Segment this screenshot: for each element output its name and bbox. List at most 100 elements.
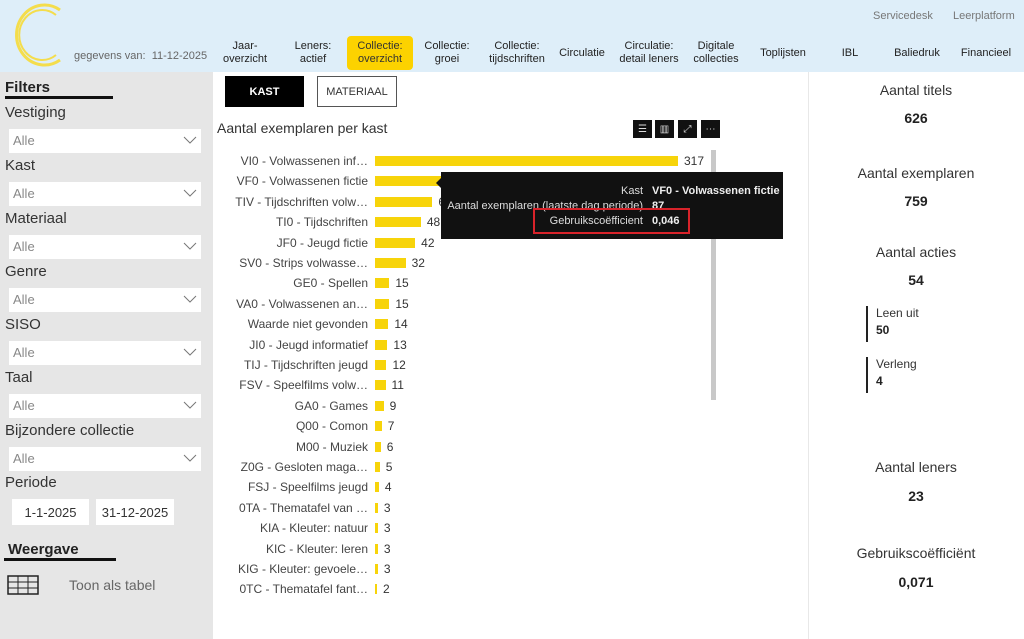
nav-tab[interactable]: Toplijsten [760,46,806,59]
data-label: 9 [389,398,397,413]
filter-dropdown[interactable]: Alle [9,394,201,418]
leerplatform-link[interactable]: Leerplatform [953,10,1015,22]
bar[interactable] [375,176,459,187]
bar[interactable] [375,217,421,228]
tooltip-value: VF0 - Volwassenen fictie [652,185,780,197]
data-label: 4 [384,480,392,495]
tooltip-pointer [436,177,442,189]
filter-dropdown[interactable]: Alle [9,129,201,153]
category-label: TIJ - Tijdschriften jeugd [243,358,368,372]
data-label: 48 [426,215,441,230]
tab-kast[interactable]: KAST [225,76,304,107]
kpi-verleng: Verleng 4 [866,357,917,393]
nav-tab[interactable]: Leners: actief [294,40,332,65]
bar[interactable] [375,421,382,432]
nav-tab[interactable]: Collectie: overzicht [347,36,413,70]
filters-heading: Filters [5,79,113,99]
bar[interactable] [375,258,406,268]
filter-label: Vestiging [5,104,66,121]
show-as-table-toggle[interactable]: Toon als tabel [69,577,156,593]
kpi-value: 759 [904,193,928,209]
main-panel [213,72,808,639]
chevron-down-icon [183,401,197,409]
data-label: 317 [684,154,705,168]
category-label: Z0G - Gesloten maga… [240,460,368,474]
dropdown-value: Alle [13,398,35,413]
nav-tab[interactable]: Jaar- overzicht [222,40,268,65]
bar[interactable] [375,441,381,452]
category-label: Waarde niet gevonden [247,317,368,332]
chevron-down-icon [183,295,197,303]
nav-tab[interactable]: Collectie: groei [424,40,470,65]
bar[interactable] [375,380,386,391]
bar[interactable] [375,339,388,350]
filter-dropdown[interactable]: Alle [9,235,201,259]
category-label: GE0 - Spellen [293,276,368,291]
chart-scrollbar[interactable] [711,150,716,400]
bar[interactable] [375,278,390,289]
chevron-down-icon [183,136,197,144]
data-date: gegevens van: 11-12-2025 [74,50,208,62]
bar[interactable] [375,156,678,166]
bar[interactable] [375,196,433,207]
filter-dropdown[interactable]: Alle [9,341,201,365]
tooltip-key: Gebruikscoëfficient [549,215,643,227]
nav-tab[interactable]: Collectie: tijdschriften [489,40,545,65]
nav-tab[interactable]: IBL [841,46,859,59]
filter-label: SISO [5,316,41,333]
expand-icon[interactable]: ⤢ [678,120,697,138]
bar[interactable] [375,360,387,370]
bar[interactable] [375,543,378,554]
bar[interactable] [375,462,380,472]
nav-tab[interactable]: Circulatie: detail leners [619,40,679,65]
bar[interactable] [375,237,416,248]
category-label: FSV - Speelfilms volw… [239,378,368,393]
nav-tab[interactable]: Baliedruk [894,46,940,59]
category-label: KIA - Kleuter: natuur [259,521,368,536]
chart-title: Aantal exemplaren per kast [217,120,388,136]
filter-dropdown[interactable]: Alle [9,447,201,471]
bar[interactable] [375,564,378,574]
kpi-panel [808,72,1024,639]
dropdown-value: Alle [13,292,35,307]
category-label: 0TC - Thematafel fant… [239,582,369,597]
data-label: 2 [383,582,390,597]
category-label: VI0 - Volwassenen inf… [240,154,368,168]
bar[interactable] [375,319,389,330]
nav-tab[interactable]: Circulatie [559,46,605,59]
filter-dropdown[interactable]: Alle [9,288,201,312]
kpi-label: Aantal exemplaren [857,165,975,181]
bar[interactable] [375,482,379,493]
category-label: VF0 - Volwassenen fictie [236,174,368,189]
filter-dropdown[interactable]: Alle [9,182,201,206]
more-icon[interactable]: ⋯ [701,120,720,138]
category-label: SV0 - Strips volwasse… [239,256,368,270]
bar[interactable] [375,400,384,411]
dropdown-value: Alle [13,345,35,360]
bar[interactable] [375,502,378,513]
period-end-input[interactable]: 31-12-2025 [96,499,174,525]
kpi-label: Aantal acties [875,244,957,260]
data-label: 13 [393,337,407,352]
table-icon[interactable] [7,575,39,595]
bar[interactable] [375,584,377,595]
tab-materiaal[interactable]: MATERIAAL [317,76,397,107]
kpi-value: 0,071 [898,574,934,590]
category-label: GA0 - Games [294,398,368,413]
focus-icon[interactable]: ▥ [655,120,674,138]
nav-tab[interactable]: Financieel [960,46,1012,59]
filter-icon[interactable]: ☰ [633,120,652,138]
data-label: 12 [392,358,406,372]
data-label: 14 [394,317,408,332]
logo [15,3,61,67]
category-label: KIC - Kleuter: leren [265,541,368,556]
servicedesk-link[interactable]: Servicedesk [873,10,933,22]
data-label: 5 [385,460,393,474]
bar[interactable] [375,523,378,534]
bar[interactable] [375,298,390,309]
period-start-input[interactable]: 1-1-2025 [12,499,89,525]
nav-tab[interactable]: Digitale collecties [693,40,739,65]
header [0,0,1024,72]
category-label: TI0 - Tijdschriften [275,215,368,230]
category-label: VA0 - Volwassenen an… [236,296,368,311]
